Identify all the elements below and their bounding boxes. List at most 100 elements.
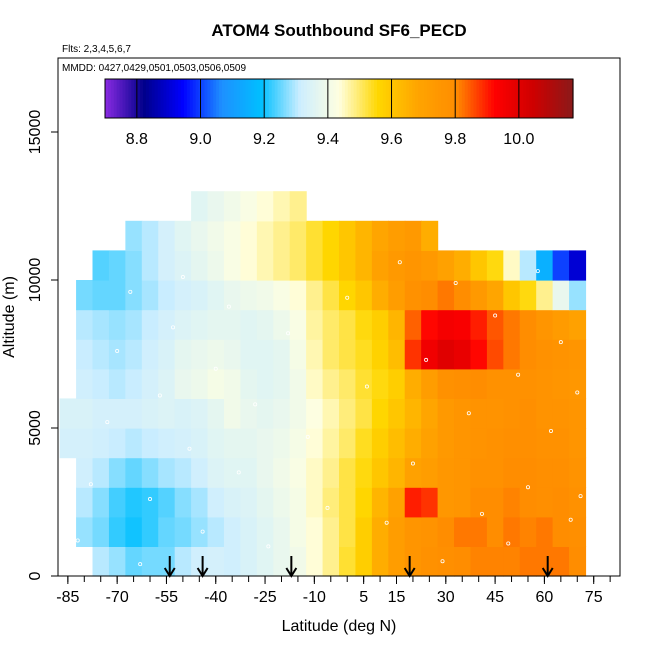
colorbar-swatch xyxy=(464,79,469,118)
colorbar-swatch xyxy=(274,79,279,118)
colorbar-swatch xyxy=(201,79,206,118)
heatmap-cell xyxy=(174,250,192,281)
heatmap-cell xyxy=(223,428,242,459)
heatmap-cell xyxy=(76,368,94,399)
observation-point xyxy=(575,390,580,395)
heatmap-cell xyxy=(503,516,521,547)
heatmap-cell xyxy=(256,398,274,429)
heatmap-cell xyxy=(404,339,422,370)
heatmap-cell xyxy=(552,339,570,370)
colorbar-swatch xyxy=(540,79,545,118)
heatmap-cell xyxy=(503,368,521,399)
colorbar-swatch xyxy=(251,79,255,118)
heatmap-cell xyxy=(569,487,587,518)
heatmap-cell xyxy=(256,250,274,281)
heatmap-cell xyxy=(519,546,537,577)
heatmap-cell xyxy=(437,368,455,399)
heatmap-cell xyxy=(306,487,324,518)
colorbar-swatch xyxy=(435,79,440,118)
heatmap-cell xyxy=(207,250,225,281)
x-axis-label: Latitude (deg N) xyxy=(282,618,397,635)
observation-point xyxy=(345,295,350,300)
colorbar-swatch xyxy=(458,79,463,118)
heatmap-cell xyxy=(371,280,389,311)
heatmap-cell xyxy=(536,457,554,488)
colorbar-tick-label: 9.4 xyxy=(317,131,339,148)
heatmap-cell xyxy=(454,457,472,488)
colorbar-swatch xyxy=(300,79,305,118)
colorbar-swatch xyxy=(561,79,565,118)
heatmap-cell xyxy=(240,546,258,577)
heatmap-cell xyxy=(355,457,373,488)
colorbar-swatch xyxy=(245,79,249,118)
heatmap-cell xyxy=(289,339,307,370)
heatmap-cell xyxy=(141,428,159,459)
heatmap-cell xyxy=(437,516,455,547)
heatmap-cell xyxy=(223,546,242,577)
heatmap-cell xyxy=(437,398,455,429)
heatmap-cell xyxy=(191,220,209,251)
heatmap-cell xyxy=(191,309,209,340)
heatmap-cell xyxy=(519,280,537,311)
colorbar-swatch xyxy=(555,79,559,118)
observation-point xyxy=(88,482,93,487)
x-tick-label: -85 xyxy=(56,589,79,606)
heatmap-cell xyxy=(125,280,143,311)
x-tick-label: 5 xyxy=(359,589,368,606)
heatmap-cell xyxy=(256,339,274,370)
heatmap-cell xyxy=(404,368,422,399)
heatmap-cell xyxy=(519,339,537,370)
x-tick-label: 45 xyxy=(486,589,504,606)
colorbar-swatch xyxy=(570,79,574,118)
colorbar-swatch xyxy=(502,79,507,118)
x-tick-label: 30 xyxy=(437,589,455,606)
heatmap-cell xyxy=(191,398,209,429)
colorbar-swatch xyxy=(400,79,404,118)
colorbar-swatch xyxy=(456,79,460,118)
colorbar-swatch xyxy=(143,79,147,118)
colorbar-tick-label: 9.6 xyxy=(380,131,402,148)
observation-points xyxy=(75,260,583,567)
x-tick-label: 75 xyxy=(585,589,603,606)
heatmap-cell xyxy=(141,309,159,340)
colorbar-swatch xyxy=(420,79,425,118)
heatmap-cell xyxy=(552,516,570,547)
heatmap-cell xyxy=(273,368,291,399)
heatmap-cell xyxy=(141,487,159,518)
observation-point xyxy=(138,562,143,567)
colorbar-swatch xyxy=(233,79,238,118)
heatmap-cell xyxy=(339,398,357,429)
heatmap-cell xyxy=(256,309,274,340)
heatmap-cell xyxy=(388,368,406,399)
colorbar-swatch xyxy=(564,79,568,118)
heatmap-cell xyxy=(289,546,307,577)
heatmap-cell xyxy=(125,428,143,459)
heatmap-cell xyxy=(355,309,373,340)
heatmap-cell xyxy=(223,368,242,399)
heatmap-cell xyxy=(174,368,192,399)
heatmap-cell xyxy=(421,220,439,251)
heatmap-cell xyxy=(289,191,307,222)
colorbar-swatch xyxy=(265,79,270,118)
heatmap-cell xyxy=(454,487,472,518)
heatmap-cell xyxy=(174,280,192,311)
heatmap-cell xyxy=(503,250,521,281)
colorbar-swatch xyxy=(277,79,282,118)
heatmap-cell xyxy=(273,250,291,281)
colorbar-swatch xyxy=(315,79,320,118)
x-tick-label: 15 xyxy=(388,589,406,606)
heatmap-cell xyxy=(207,457,225,488)
heatmap-cell xyxy=(174,487,192,518)
heatmap-cell xyxy=(371,220,389,251)
observation-point xyxy=(148,497,153,502)
heatmap-cell xyxy=(289,457,307,488)
colorbar-swatch xyxy=(172,79,176,118)
x-tick-label: -40 xyxy=(204,589,227,606)
colorbar-swatch xyxy=(280,79,285,118)
colorbar-swatch xyxy=(125,79,129,118)
heatmap-cell xyxy=(191,546,209,577)
heatmap-cell xyxy=(404,220,422,251)
heatmap-cell xyxy=(388,250,406,281)
heatmap-cell xyxy=(289,516,307,547)
heatmap-cell xyxy=(339,457,357,488)
